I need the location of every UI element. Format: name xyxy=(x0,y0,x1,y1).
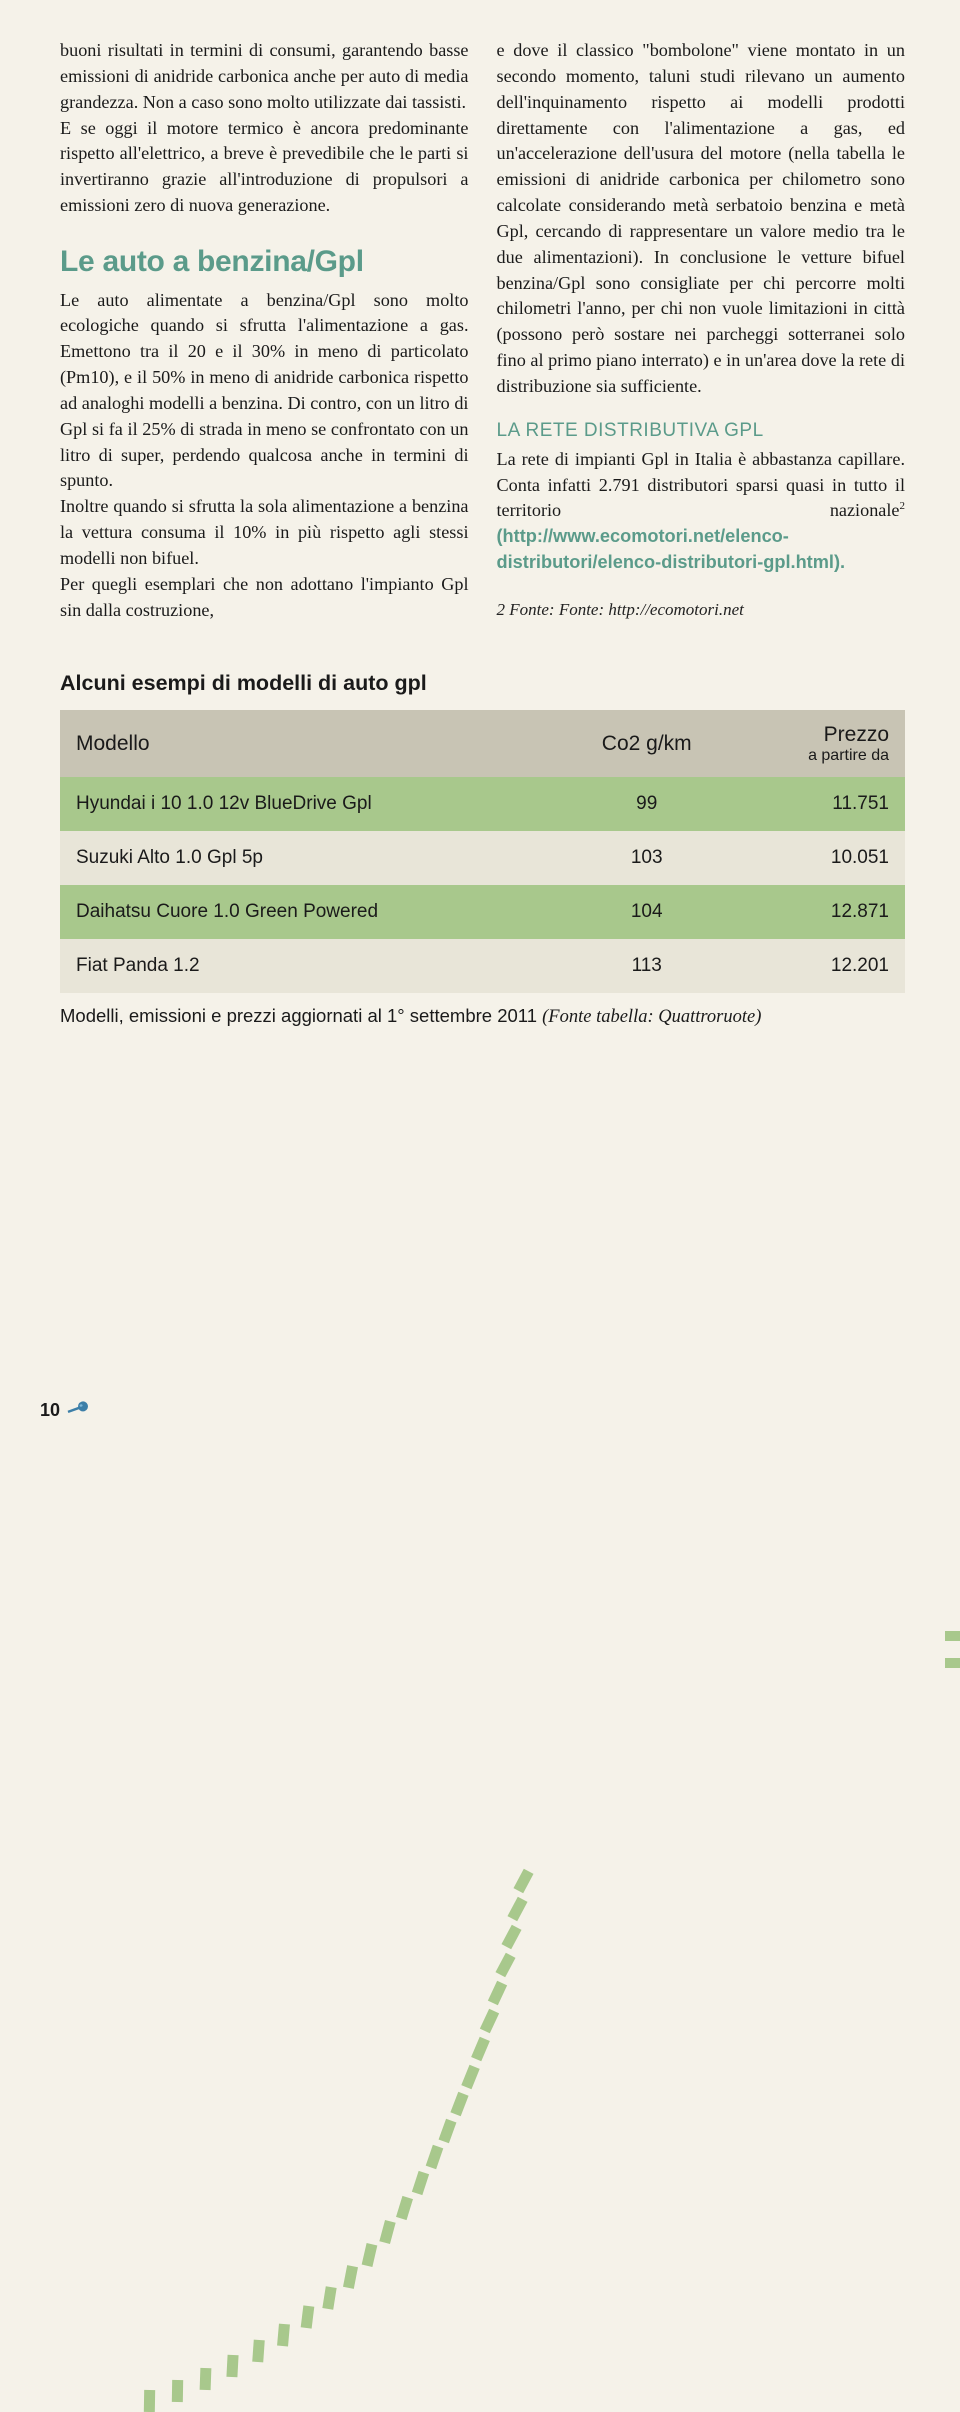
pushpin-icon xyxy=(62,1393,95,1426)
footnote-ref: 2 xyxy=(900,500,906,512)
table-row: Fiat Panda 1.211312.201 xyxy=(60,939,905,993)
footnote-text: 2 Fonte: Fonte: http://ecomotori.net xyxy=(497,598,906,622)
col-header-model: Modello xyxy=(60,710,556,777)
cell-price: 12.871 xyxy=(737,885,905,939)
body-text: Le auto alimentate a benzina/Gpl sono mo… xyxy=(60,288,469,495)
gpl-models-table: Modello Co2 g/km Prezzo a partire da Hyu… xyxy=(60,710,905,993)
gpl-models-table-section: Alcuni esempi di modelli di auto gpl Mod… xyxy=(60,671,905,1028)
right-column: e dove il classico "bombolone" viene mon… xyxy=(497,38,906,623)
body-text: Inoltre quando si sfrutta la sola alimen… xyxy=(60,494,469,572)
body-text: La rete di impianti Gpl in Italia è abba… xyxy=(497,447,906,576)
col-header-co2: Co2 g/km xyxy=(556,710,737,777)
table-row: Daihatsu Cuore 1.0 Green Powered10412.87… xyxy=(60,885,905,939)
cell-co2: 113 xyxy=(556,939,737,993)
url-link[interactable]: (http://www.ecomotori.net/elenco-distrib… xyxy=(497,526,846,572)
col-header-price: Prezzo a partire da xyxy=(737,710,905,777)
left-column: buoni risultati in termini di consumi, g… xyxy=(60,38,469,623)
body-text: Per quegli esemplari che non adottano l'… xyxy=(60,572,469,624)
cell-model: Daihatsu Cuore 1.0 Green Powered xyxy=(60,885,556,939)
cell-model: Suzuki Alto 1.0 Gpl 5p xyxy=(60,831,556,885)
cell-price: 12.201 xyxy=(737,939,905,993)
table-row: Hyundai i 10 1.0 12v BlueDrive Gpl9911.7… xyxy=(60,777,905,831)
subsection-heading: LA RETE DISTRIBUTIVA GPL xyxy=(497,418,906,445)
table-caption: Modelli, emissioni e prezzi aggiornati a… xyxy=(60,1005,905,1028)
cell-price: 10.051 xyxy=(737,831,905,885)
section-heading: Le auto a benzina/Gpl xyxy=(60,241,469,284)
cell-model: Hyundai i 10 1.0 12v BlueDrive Gpl xyxy=(60,777,556,831)
table-header-row: Modello Co2 g/km Prezzo a partire da xyxy=(60,710,905,777)
table-row: Suzuki Alto 1.0 Gpl 5p10310.051 xyxy=(60,831,905,885)
body-text: E se oggi il motore termico è ancora pre… xyxy=(60,116,469,219)
page-number: 10 xyxy=(40,1397,92,1423)
cell-model: Fiat Panda 1.2 xyxy=(60,939,556,993)
body-text: buoni risultati in termini di consumi, g… xyxy=(60,38,469,116)
cell-co2: 99 xyxy=(556,777,737,831)
body-text: e dove il classico "bombolone" viene mon… xyxy=(497,38,906,400)
cell-co2: 104 xyxy=(556,885,737,939)
table-title: Alcuni esempi di modelli di auto gpl xyxy=(60,671,905,696)
cell-price: 11.751 xyxy=(737,777,905,831)
cell-co2: 103 xyxy=(556,831,737,885)
